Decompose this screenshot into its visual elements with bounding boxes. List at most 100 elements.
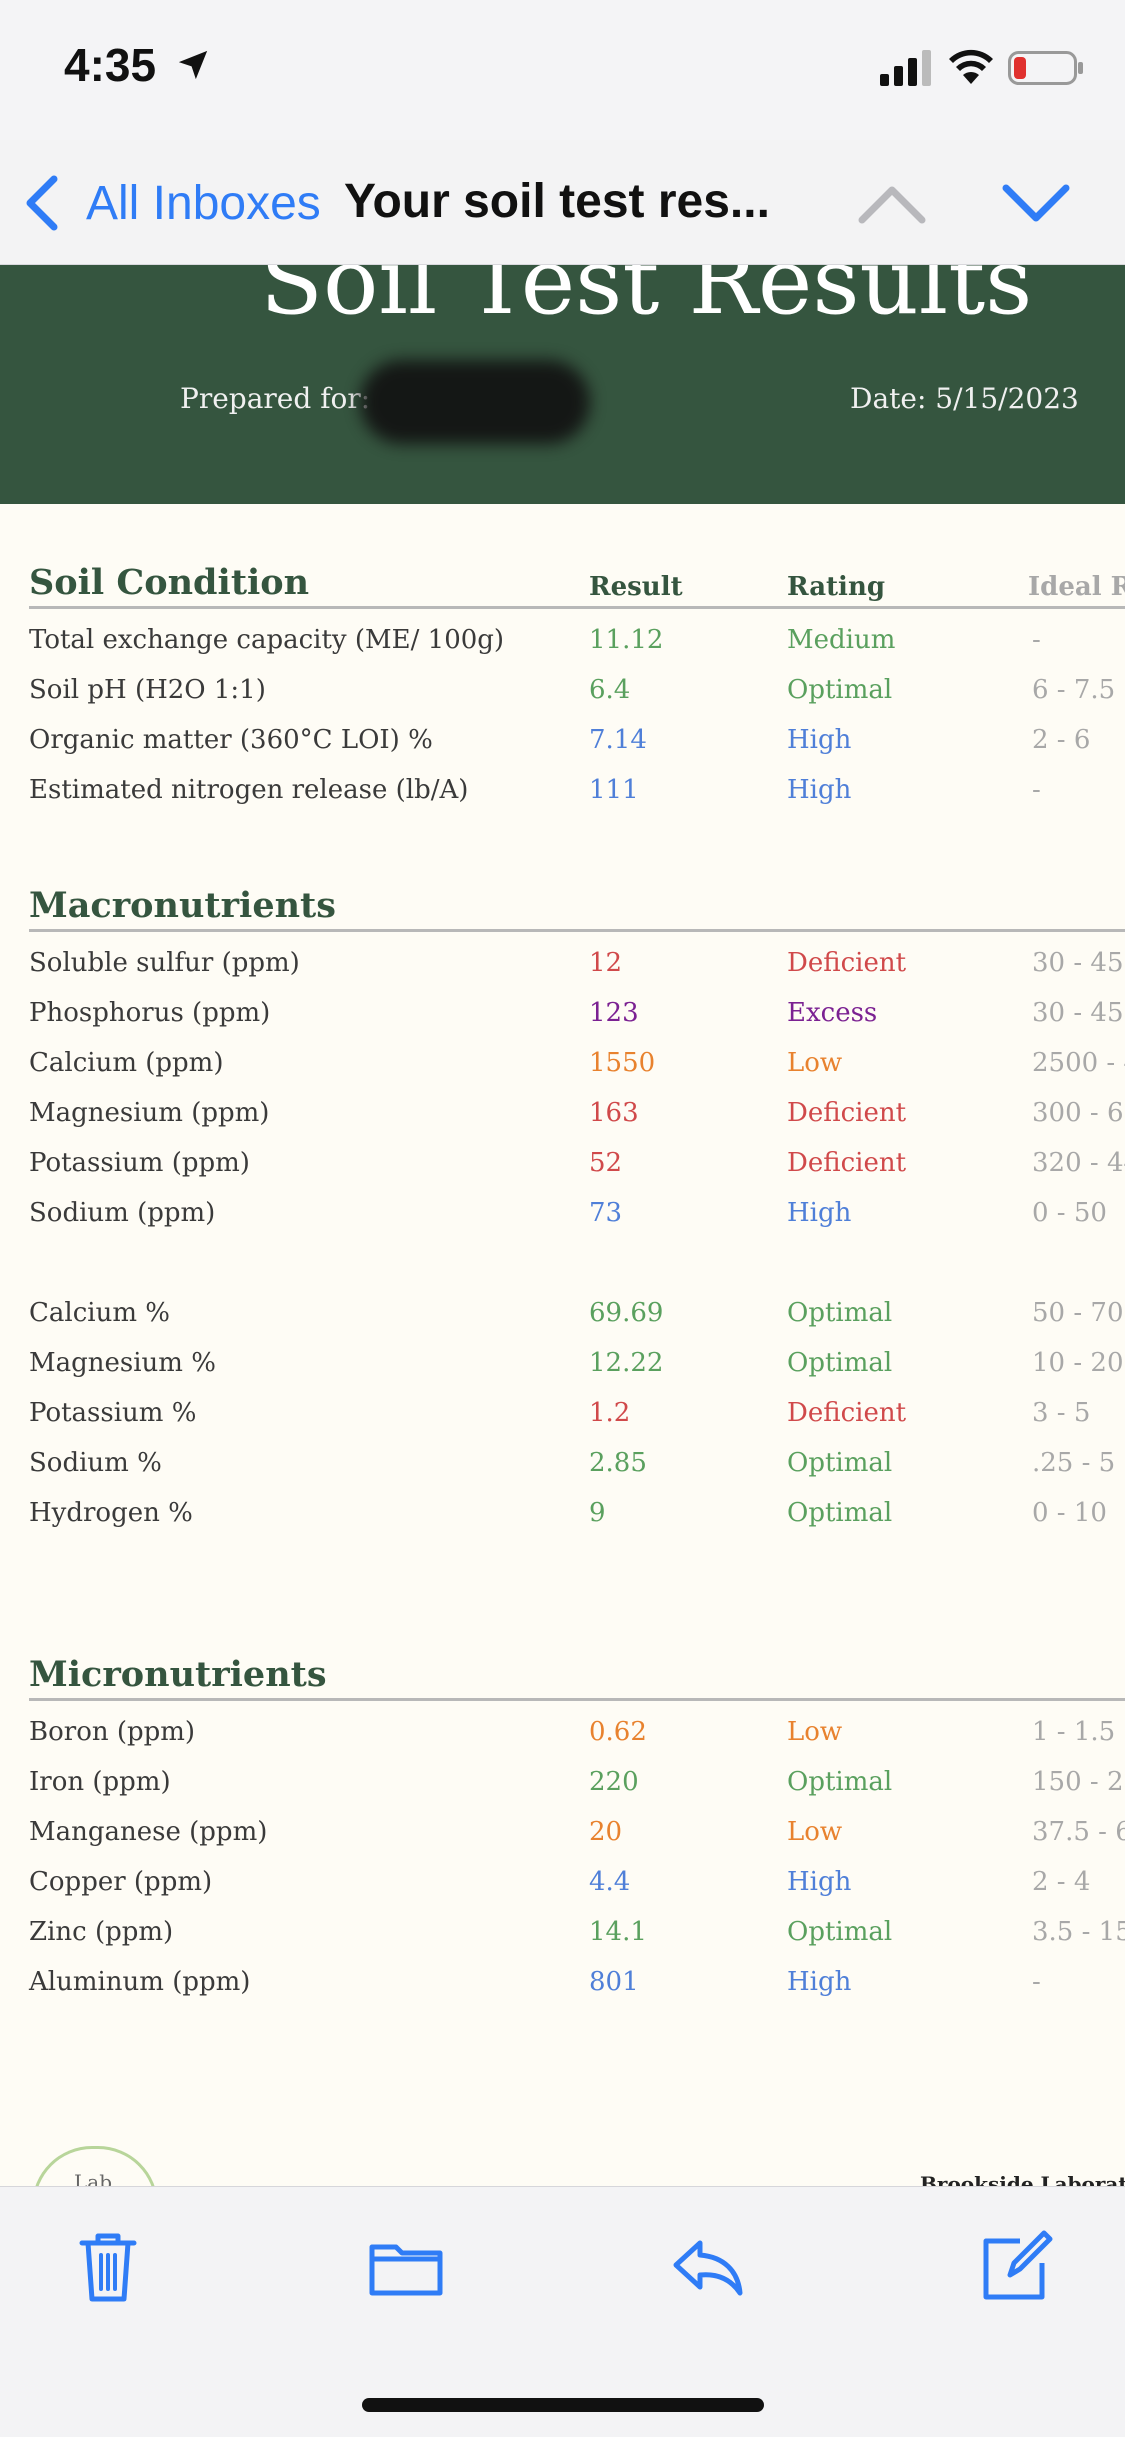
- cell-ideal: 300 - 60: [1032, 1098, 1125, 1128]
- cell-result: 1.2: [589, 1398, 631, 1428]
- cell-result: 9: [589, 1498, 606, 1528]
- table-row: Calcium (ppm) 1550 Low 2500 - 4: [29, 1036, 1125, 1086]
- cell-rating: Deficient: [787, 1398, 907, 1428]
- cell-result: 12: [589, 948, 623, 978]
- cell-label: Zinc (ppm): [29, 1917, 174, 1947]
- cell-label: Magnesium %: [29, 1348, 216, 1378]
- cell-label: Organic matter (360°C LOI) %: [29, 725, 433, 755]
- cell-label: Sodium %: [29, 1448, 162, 1478]
- cell-label: Sodium (ppm): [29, 1198, 216, 1228]
- cell-result: 14.1: [589, 1917, 647, 1947]
- cell-rating: High: [787, 775, 852, 805]
- cellular-signal-icon: [880, 50, 931, 86]
- cell-ideal: 30 - 45: [1032, 998, 1124, 1028]
- trash-icon[interactable]: [68, 2227, 148, 2307]
- micronutrient-rows: Boron (ppm) 0.62 Low 1 - 1.5 Iron (ppm) 220 Op…: [29, 1705, 1125, 2005]
- cell-label: Aluminum (ppm): [29, 1967, 251, 1997]
- cell-ideal: 0 - 10: [1032, 1498, 1107, 1528]
- cell-ideal: 3.5 - 15: [1032, 1917, 1125, 1947]
- email-subject: Your soil test res...: [344, 175, 770, 228]
- section-header: Micronutrients: [29, 1636, 1125, 1701]
- home-indicator[interactable]: [362, 2398, 764, 2412]
- wifi-icon: [949, 49, 993, 84]
- cell-rating: Medium: [787, 625, 896, 655]
- cell-rating: Low: [787, 1817, 843, 1847]
- report-header-banner: Soil Test Results Prepared for: Date: 5/…: [0, 264, 1125, 504]
- cell-rating: Optimal: [787, 675, 893, 705]
- reply-icon[interactable]: [668, 2227, 748, 2307]
- cell-rating: Deficient: [787, 948, 907, 978]
- cell-rating: High: [787, 1867, 852, 1897]
- report-body: Soil Condition Result Rating Ideal R Tot…: [0, 504, 1125, 2184]
- cell-label: Phosphorus (ppm): [29, 998, 271, 1028]
- cell-rating: Optimal: [787, 1448, 893, 1478]
- report-date: Date: 5/15/2023: [850, 382, 1079, 415]
- cell-label: Estimated nitrogen release (lb/A): [29, 775, 469, 805]
- mail-toolbar: [0, 2186, 1125, 2437]
- compose-icon[interactable]: [976, 2227, 1056, 2307]
- column-header-rating: Rating: [787, 572, 886, 602]
- cell-rating: Low: [787, 1717, 843, 1747]
- cell-result: 4.4: [589, 1867, 631, 1897]
- cell-label: Potassium %: [29, 1398, 197, 1428]
- cell-ideal: 2 - 4: [1032, 1867, 1091, 1897]
- cell-result: 111: [589, 775, 639, 805]
- cell-rating: Optimal: [787, 1348, 893, 1378]
- previous-message-button[interactable]: [852, 176, 932, 232]
- cell-rating: Optimal: [787, 1917, 893, 1947]
- macronutrient-rows: Soluble sulfur (ppm) 12 Deficient 30 - 45 Ph…: [29, 936, 1125, 1236]
- status-bar: 4:35: [0, 0, 1125, 140]
- cell-result: 7.14: [589, 725, 647, 755]
- table-row: Iron (ppm) 220 Optimal 150 - 25: [29, 1755, 1125, 1805]
- column-header-ideal-range: Ideal R: [1028, 572, 1125, 602]
- mail-nav-bar: All Inboxes Your soil test res...: [0, 140, 1125, 265]
- table-row: Sodium (ppm) 73 High 0 - 50: [29, 1186, 1125, 1236]
- chevron-left-icon: [26, 175, 58, 231]
- table-row: Soil pH (H2O 1:1) 6.4 Optimal 6 - 7.5: [29, 663, 1125, 713]
- table-row: Calcium % 69.69 Optimal 50 - 70: [29, 1286, 1125, 1336]
- table-row: Sodium % 2.85 Optimal .25 - 5: [29, 1436, 1125, 1486]
- back-label: All Inboxes: [86, 176, 321, 230]
- cell-rating: Excess: [787, 998, 878, 1028]
- section-header: Soil Condition Result Rating Ideal R: [29, 544, 1125, 609]
- back-to-inboxes-button[interactable]: All Inboxes: [22, 168, 321, 238]
- cell-ideal: 2 - 6: [1032, 725, 1091, 755]
- battery-low-icon: [1008, 51, 1083, 85]
- cell-rating: High: [787, 1198, 852, 1228]
- section-header: Macronutrients: [29, 867, 1125, 932]
- cell-result: 163: [589, 1098, 639, 1128]
- table-row: Magnesium % 12.22 Optimal 10 - 20: [29, 1336, 1125, 1386]
- cell-ideal: 3 - 5: [1032, 1398, 1091, 1428]
- cell-label: Soluble sulfur (ppm): [29, 948, 300, 978]
- cell-result: 52: [589, 1148, 623, 1178]
- micronutrients-section: Micronutrients Boron (ppm) 0.62 Low 1 - 1.5…: [29, 1636, 1125, 2005]
- status-time: 4:35: [64, 39, 157, 91]
- cell-ideal: .25 - 5: [1032, 1448, 1116, 1478]
- cell-label: Copper (ppm): [29, 1867, 213, 1897]
- cell-rating: Low: [787, 1048, 843, 1078]
- next-message-button[interactable]: [996, 176, 1076, 232]
- cell-label: Magnesium (ppm): [29, 1098, 270, 1128]
- cell-result: 73: [589, 1198, 623, 1228]
- cell-label: Manganese (ppm): [29, 1817, 268, 1847]
- cell-result: 20: [589, 1817, 623, 1847]
- cell-ideal: -: [1032, 625, 1041, 655]
- cell-rating: High: [787, 725, 852, 755]
- folder-icon[interactable]: [366, 2227, 446, 2307]
- macronutrients-section: Macronutrients Soluble sulfur (ppm) 12 Def…: [29, 867, 1125, 1536]
- cell-rating: Deficient: [787, 1098, 907, 1128]
- section-title: Macronutrients: [29, 885, 336, 926]
- cell-result: 0.62: [589, 1717, 647, 1747]
- cell-rating: Optimal: [787, 1498, 893, 1528]
- cell-result: 2.85: [589, 1448, 647, 1478]
- soil-condition-rows: Total exchange capacity (ME/ 100g) 11.12 M…: [29, 613, 1125, 813]
- prepared-for-label: Prepared for:: [180, 382, 371, 415]
- cell-result: 123: [589, 998, 639, 1028]
- table-row: Manganese (ppm) 20 Low 37.5 - 6: [29, 1805, 1125, 1855]
- cell-ideal: 2500 - 4: [1032, 1048, 1125, 1078]
- cell-label: Iron (ppm): [29, 1767, 171, 1797]
- cell-result: 69.69: [589, 1298, 664, 1328]
- cell-rating: High: [787, 1967, 852, 1997]
- redaction-scribble: [360, 360, 590, 444]
- table-row: Estimated nitrogen release (lb/A) 111 High…: [29, 763, 1125, 813]
